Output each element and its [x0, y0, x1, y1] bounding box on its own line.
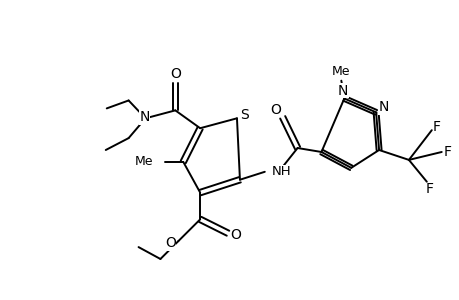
- Text: N: N: [337, 84, 348, 98]
- Text: N: N: [378, 100, 388, 114]
- Text: O: O: [169, 67, 180, 81]
- Text: NH: NH: [271, 165, 291, 178]
- Text: O: O: [165, 236, 175, 250]
- Text: O: O: [230, 228, 241, 242]
- Text: Me: Me: [331, 65, 350, 78]
- Text: S: S: [240, 108, 249, 122]
- Text: F: F: [443, 145, 451, 159]
- Text: N: N: [139, 110, 149, 124]
- Text: O: O: [270, 103, 280, 117]
- Text: F: F: [432, 120, 440, 134]
- Text: Me: Me: [134, 155, 153, 168]
- Text: F: F: [425, 182, 433, 196]
